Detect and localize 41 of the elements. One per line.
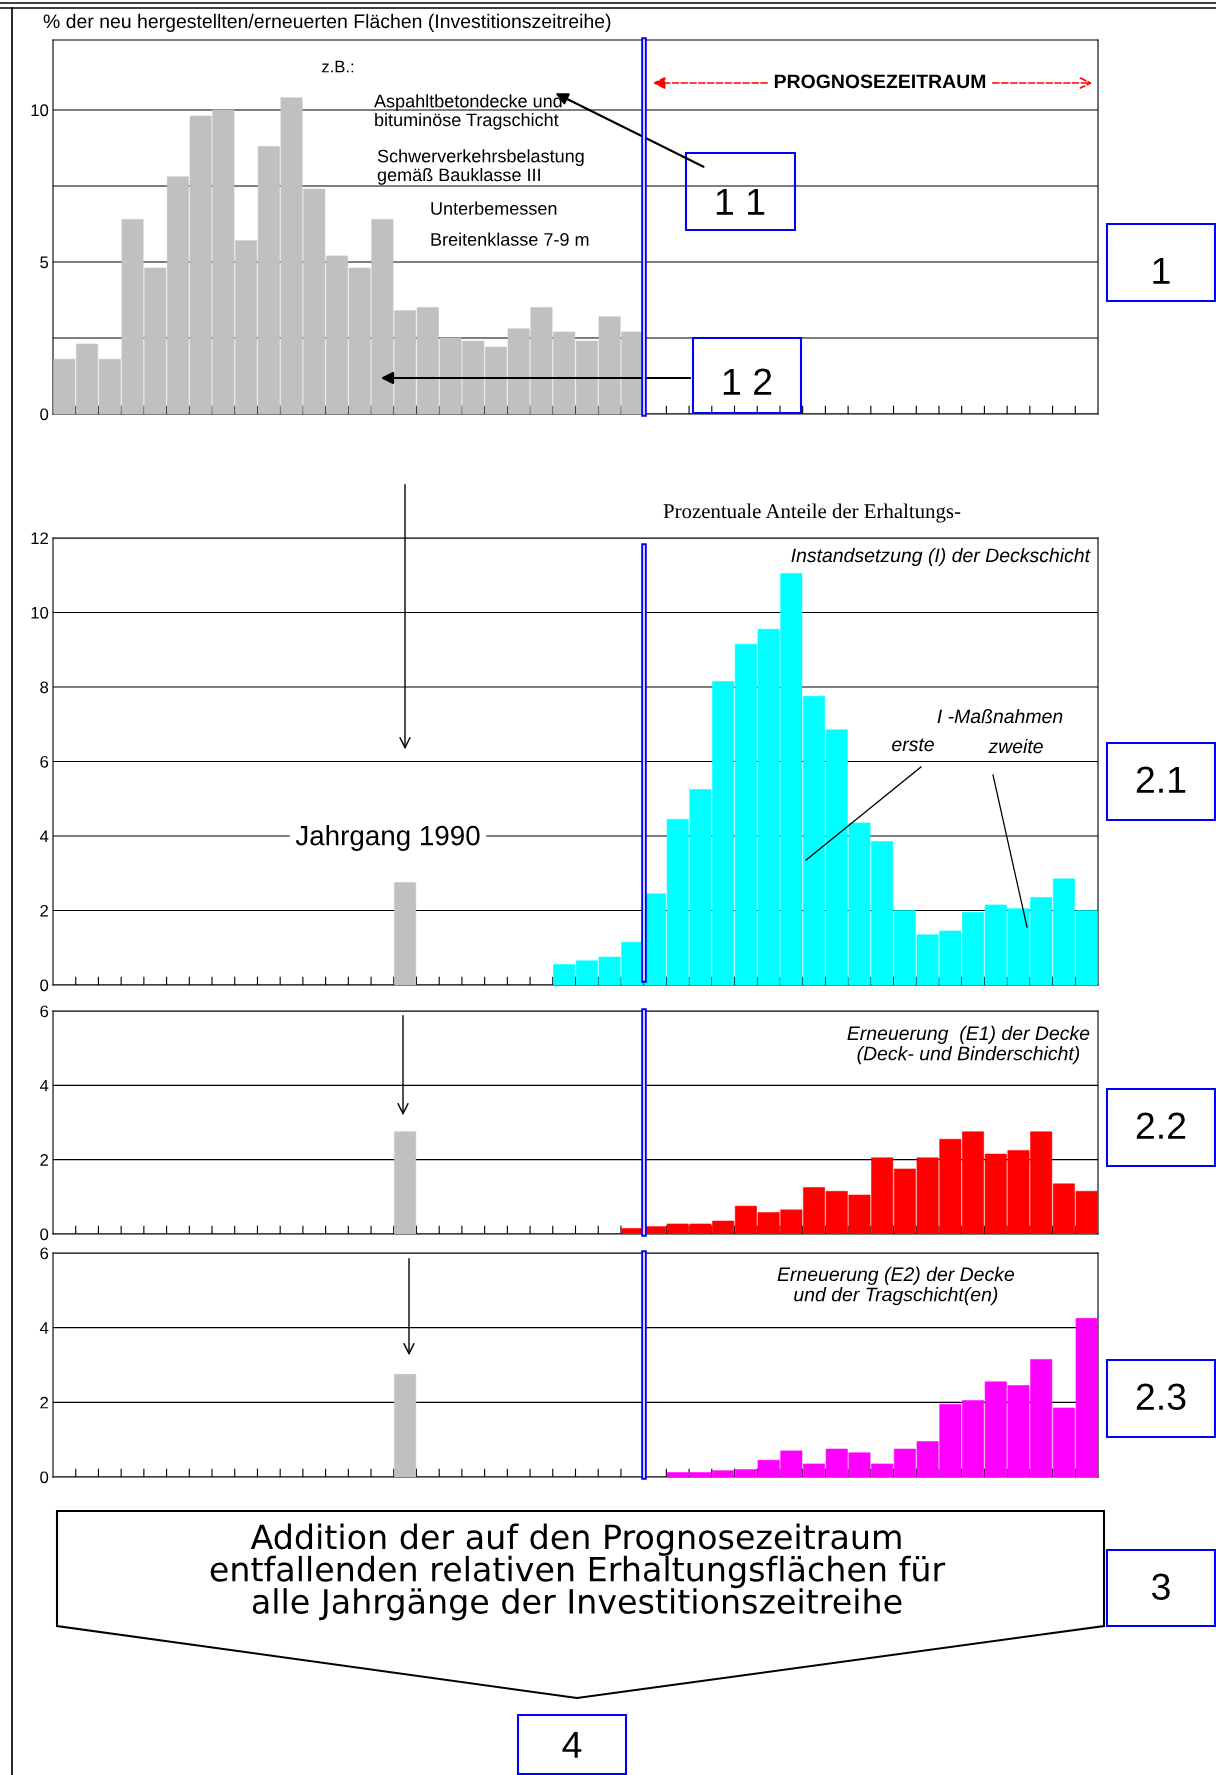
- annotation: Jahrgang 1990: [295, 825, 480, 851]
- y-tick-label: 2: [40, 1396, 48, 1409]
- annotation: Erneuerung (E1) der Decke (Deck- und Binderschicht): [847, 1025, 1090, 1065]
- text: 3: [1152, 1573, 1170, 1601]
- y-tick-label: 6: [40, 1247, 49, 1260]
- annotation: PROGNOSEZEITRAUM: [774, 74, 986, 89]
- y-tick-label: 4: [39, 830, 49, 843]
- annotation: Breitenklasse 7-9 m: [431, 232, 589, 246]
- y-tick-label: 8: [40, 681, 49, 694]
- y-tick-label: 6: [40, 1005, 49, 1018]
- y-tick-label: 2: [40, 904, 48, 917]
- annotation: Schwerverkehrsbelastung gemäß Bauklasse III: [377, 149, 584, 185]
- annotation: Erneuerung (E2) der Decke und der Tragschicht(en): [777, 1266, 1015, 1306]
- text: Prozentuale Anteile der Erhaltungs-: [663, 503, 961, 523]
- y-tick-label: 0: [40, 1228, 49, 1241]
- y-tick-label: 6: [40, 755, 49, 768]
- text: 2.2: [1136, 1112, 1186, 1139]
- y-tick-label: 4: [39, 1079, 49, 1092]
- annotation: 1 2: [723, 368, 772, 395]
- annotation: erste: [892, 738, 934, 752]
- y-tick-label: 2: [40, 1154, 48, 1166]
- y-tick-label: 10: [31, 606, 49, 619]
- text: Addition der auf den Prognosezeitraum entfallenden relativen Erhaltungsflächen für alle Jahrgänge der Investitionszeitreihe: [210, 1523, 946, 1621]
- annotation: z.B.:: [322, 60, 354, 73]
- text: 4: [562, 1731, 582, 1758]
- y-tick-label: 0: [40, 408, 49, 421]
- annotation: I -Maßnahmen: [937, 708, 1063, 724]
- annotation: 1 1: [716, 188, 765, 215]
- text: 2.1: [1136, 766, 1186, 793]
- annotation: zweite: [988, 738, 1043, 754]
- y-tick-label: 10: [31, 104, 49, 117]
- text: 1: [1153, 257, 1170, 284]
- y-axis-title: % der neu hergestellten/erneuerten Flächen (Investitionszeitreihe): [43, 13, 611, 32]
- y-tick-label: 5: [40, 256, 49, 269]
- y-tick-label: 0: [40, 1471, 49, 1484]
- annotation: Unterbemessen: [431, 201, 557, 215]
- text: 2.3: [1136, 1383, 1186, 1411]
- annotation: Instandsetzung (I) der Deckschicht: [791, 547, 1091, 567]
- y-tick-label: 0: [40, 979, 49, 992]
- y-tick-label: 12: [31, 532, 48, 545]
- y-tick-label: 4: [39, 1322, 49, 1334]
